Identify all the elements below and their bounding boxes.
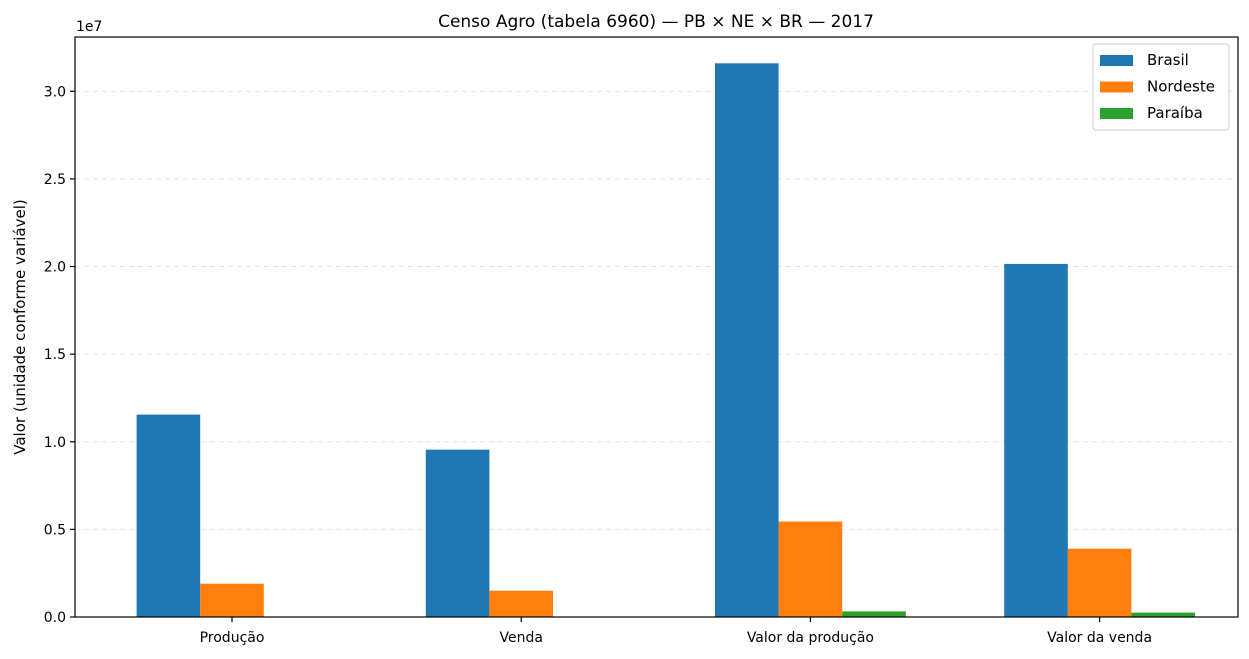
y-tick-label: 0.5 xyxy=(44,522,66,538)
bar-nordeste xyxy=(1067,548,1132,617)
legend-label: Nordeste xyxy=(1147,78,1215,96)
bar-paraiba xyxy=(842,611,906,617)
y-tick-label: 3.0 xyxy=(44,84,66,100)
bar-nordeste xyxy=(778,521,843,617)
legend: Brasil Nordeste Paraíba xyxy=(1092,43,1230,131)
x-tick-label: Venda xyxy=(499,630,542,646)
plot-frame xyxy=(74,36,1239,618)
y-axis-offset-label: 1e7 xyxy=(76,19,102,35)
bar-brasil xyxy=(1004,263,1068,617)
y-axis-label: Valor (unidade conforme variável) xyxy=(11,199,29,454)
x-tick-label: Valor da venda xyxy=(1047,630,1152,646)
x-tick-label: Valor da produção xyxy=(747,630,874,646)
legend-label: Paraíba xyxy=(1147,104,1203,122)
chart-title: Censo Agro (tabela 6960) — PB × NE × BR … xyxy=(438,12,874,32)
y-tick-label: 2.5 xyxy=(44,172,66,188)
bar-brasil xyxy=(715,63,779,617)
bar-brasil xyxy=(136,414,201,617)
bar-nordeste xyxy=(200,583,264,617)
x-tick-label: Produção xyxy=(200,630,265,646)
legend-swatch xyxy=(1100,55,1133,66)
legend-swatch xyxy=(1100,108,1133,119)
y-tick-label: 2.0 xyxy=(44,260,66,276)
x-axis-ticks: Produção Venda Valor da produção Valor da v… xyxy=(200,617,1152,646)
bar-brasil xyxy=(425,449,490,617)
y-tick-label: 0.0 xyxy=(44,610,66,626)
grid-lines xyxy=(75,90,1238,530)
y-axis-ticks: 0.0 0.5 1.0 1.5 2.0 2.5 3.0 xyxy=(44,84,75,626)
legend-swatch xyxy=(1100,81,1133,93)
bar-nordeste xyxy=(489,590,553,617)
legend-label: Brasil xyxy=(1147,51,1189,69)
y-tick-label: 1.0 xyxy=(44,435,66,451)
bar-paraiba xyxy=(1131,612,1195,617)
y-tick-label: 1.5 xyxy=(44,347,66,363)
bars xyxy=(136,63,1195,617)
